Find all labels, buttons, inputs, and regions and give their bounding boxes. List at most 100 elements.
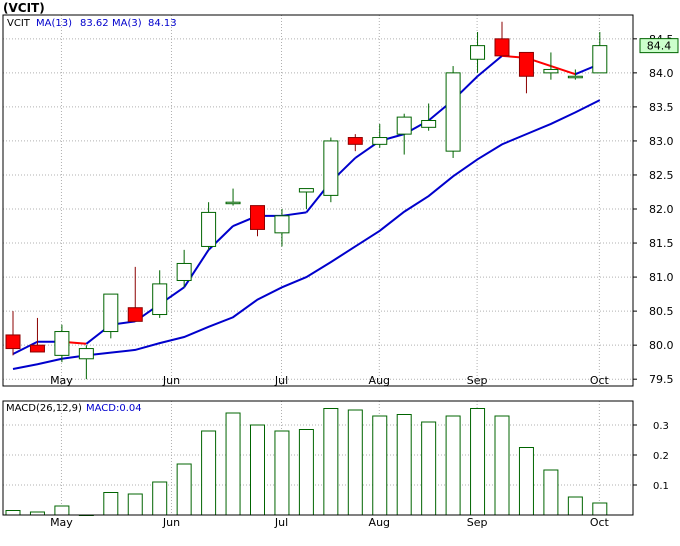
candle-body (347, 137, 363, 145)
macd-bar (250, 424, 265, 516)
price-y-tick-label: 83.0 (649, 135, 674, 148)
candle-body (494, 38, 510, 57)
price-y-tick-label: 83.5 (649, 101, 674, 114)
macd-panel-frame (2, 400, 634, 516)
price-y-tick-label: 80.5 (649, 305, 674, 318)
last-price-label: 84.4 (647, 40, 672, 53)
macd-y-tick-label: 0.1 (653, 481, 669, 492)
candle-body (54, 331, 70, 356)
macd-bar (592, 502, 608, 516)
macd-bars (5, 408, 608, 516)
macd-bar (5, 510, 21, 516)
legend-ma-long-label: MA(13) (36, 18, 72, 29)
price-x-tick-label: Oct (590, 374, 610, 387)
candle-body (396, 116, 412, 135)
price-y-tick-label: 82.0 (649, 203, 674, 216)
macd-x-tick-label: Aug (369, 516, 390, 529)
candle-body (567, 75, 583, 79)
macd-bar (494, 415, 510, 516)
price-y-tick-label: 84.0 (649, 67, 674, 80)
candle-body (5, 334, 21, 350)
candle-body (176, 262, 192, 281)
macd-bar (127, 493, 143, 516)
macd-x-tick-label: May (50, 516, 73, 529)
candle-body (421, 120, 437, 128)
candle-body (201, 211, 217, 247)
legend-ma-long-value: 83.62 (80, 18, 109, 29)
macd-x-tick-label: Jun (162, 516, 180, 529)
macd-bar (543, 469, 559, 516)
macd-panel: 0.1 0.2 0.3 May Jun Jul Aug Sep Oct MACD(26,12,… (2, 400, 669, 529)
last-price-marker: 84.4 (639, 38, 679, 54)
macd-bar (372, 415, 388, 516)
candle-body (152, 283, 168, 316)
candle-body (103, 293, 119, 333)
candle-body (445, 72, 461, 152)
macd-x-tick-label: Jul (274, 516, 288, 529)
macd-bar (421, 421, 437, 516)
ma-short-segment (12, 340, 38, 355)
price-panel: 79.5 80.0 80.5 81.0 81.5 82.0 82.5 83.0 83.5 84.0… (2, 1, 679, 387)
macd-x-tick-label: Sep (467, 516, 488, 529)
macd-bar (298, 429, 314, 516)
price-y-tick-label: 80.0 (649, 339, 674, 352)
ma-short-segment (183, 249, 210, 288)
macd-y-tick-label: 0.3 (653, 421, 669, 432)
price-x-tick-label: Aug (369, 374, 390, 387)
macd-bar (54, 505, 70, 516)
price-y-axis: 79.5 80.0 80.5 81.0 81.5 82.0 82.5 83.0 83.5 84.0… (633, 33, 674, 386)
candle-body (298, 188, 314, 193)
candle-body (274, 215, 290, 234)
macd-y-axis: 0.1 0.2 0.3 (633, 421, 669, 492)
price-y-tick-label: 79.5 (649, 373, 674, 386)
macd-bar (396, 414, 412, 516)
price-y-tick-label: 81.5 (649, 237, 674, 250)
candle-body (592, 45, 608, 74)
candle-body (127, 307, 143, 322)
macd-bar (201, 430, 217, 516)
macd-bar (176, 463, 192, 516)
candle-body (225, 201, 241, 205)
chart-title: (VCIT) (3, 1, 45, 15)
macd-bar (347, 409, 363, 516)
macd-legend-value: MACD:0.04 (86, 403, 142, 414)
ma-short-segment (550, 65, 576, 76)
price-x-tick-label: Sep (467, 374, 488, 387)
ma-long-line (12, 99, 601, 370)
candle-body (250, 205, 265, 230)
macd-bar (152, 481, 168, 516)
price-panel-frame (2, 14, 634, 387)
legend-symbol: VCIT (7, 18, 31, 29)
candle-body (543, 68, 559, 74)
macd-bar (518, 447, 534, 516)
macd-y-tick-label: 0.2 (653, 451, 669, 462)
legend-ma-short-label: MA(3) (112, 18, 142, 29)
ma-long-series-line (12, 99, 601, 370)
last-price-box (639, 38, 679, 54)
price-x-tick-label: Jul (274, 374, 288, 387)
macd-bar (445, 415, 461, 516)
candle-body (372, 137, 388, 145)
macd-bar (567, 496, 583, 516)
price-y-tick-label: 81.0 (649, 271, 674, 284)
price-x-tick-label: May (50, 374, 73, 387)
legend-ma-short-value: 84.13 (148, 18, 177, 29)
macd-x-tick-label: Oct (590, 516, 610, 529)
candlesticks (5, 21, 608, 380)
macd-bar (103, 492, 119, 516)
ma-short-segment (476, 55, 503, 78)
candle-body (470, 45, 486, 60)
macd-bar (274, 430, 290, 516)
price-legend: VCIT MA(13) 83.62 MA(3) 84.13 (7, 18, 177, 29)
price-x-axis: May Jun Jul Aug Sep Oct (50, 374, 609, 387)
macd-legend-label: MACD(26,12,9) (6, 403, 82, 414)
macd-x-axis: May Jun Jul Aug Sep Oct (50, 516, 609, 529)
price-x-tick-label: Jun (162, 374, 180, 387)
candle-body (323, 140, 339, 196)
macd-bar (225, 412, 241, 516)
macd-bar (323, 408, 339, 516)
candle-body (29, 344, 45, 353)
candle-body (78, 348, 94, 360)
candle-body (518, 51, 534, 77)
